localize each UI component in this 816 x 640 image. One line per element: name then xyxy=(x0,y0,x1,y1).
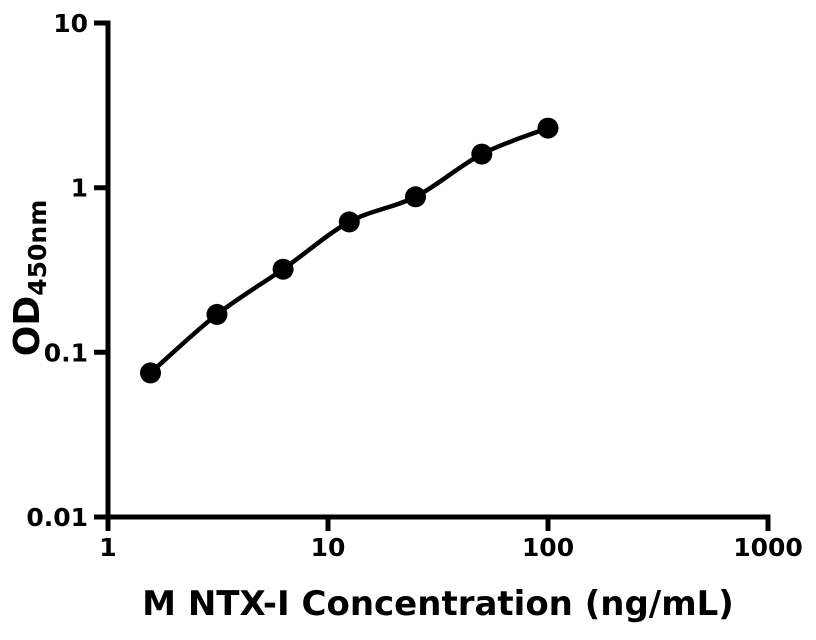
y-axis-title-subscript: 450nm xyxy=(23,199,52,296)
standard-curve-line xyxy=(149,126,549,375)
data-point xyxy=(338,211,360,233)
x-tick-label: 1000 xyxy=(733,533,803,562)
y-tick-label: 0.1 xyxy=(44,338,88,367)
y-tick-label: 1 xyxy=(71,174,88,203)
data-point xyxy=(471,143,493,165)
axis-spine xyxy=(105,23,768,520)
y-axis-title-main: OD xyxy=(7,295,48,357)
data-point xyxy=(537,117,559,139)
x-axis-title: M NTX-I Concentration (ng/mL) xyxy=(142,584,734,624)
y-tick-label: 0.01 xyxy=(26,503,88,532)
x-tick-label: 1 xyxy=(99,533,116,562)
data-point xyxy=(405,186,426,208)
data-point xyxy=(206,303,228,325)
data-point xyxy=(140,362,161,384)
x-tick-label: 100 xyxy=(522,533,574,562)
x-tick-label: 10 xyxy=(311,533,346,562)
y-axis-title: OD450nm xyxy=(7,200,52,357)
y-tick-label: 10 xyxy=(53,9,88,38)
data-point xyxy=(272,258,294,280)
